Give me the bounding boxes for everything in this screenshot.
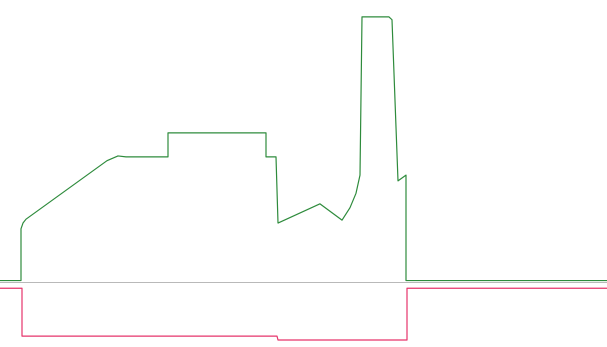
chart-content xyxy=(0,16,607,341)
pink-series-line xyxy=(0,287,607,341)
green-series-line xyxy=(0,16,607,282)
